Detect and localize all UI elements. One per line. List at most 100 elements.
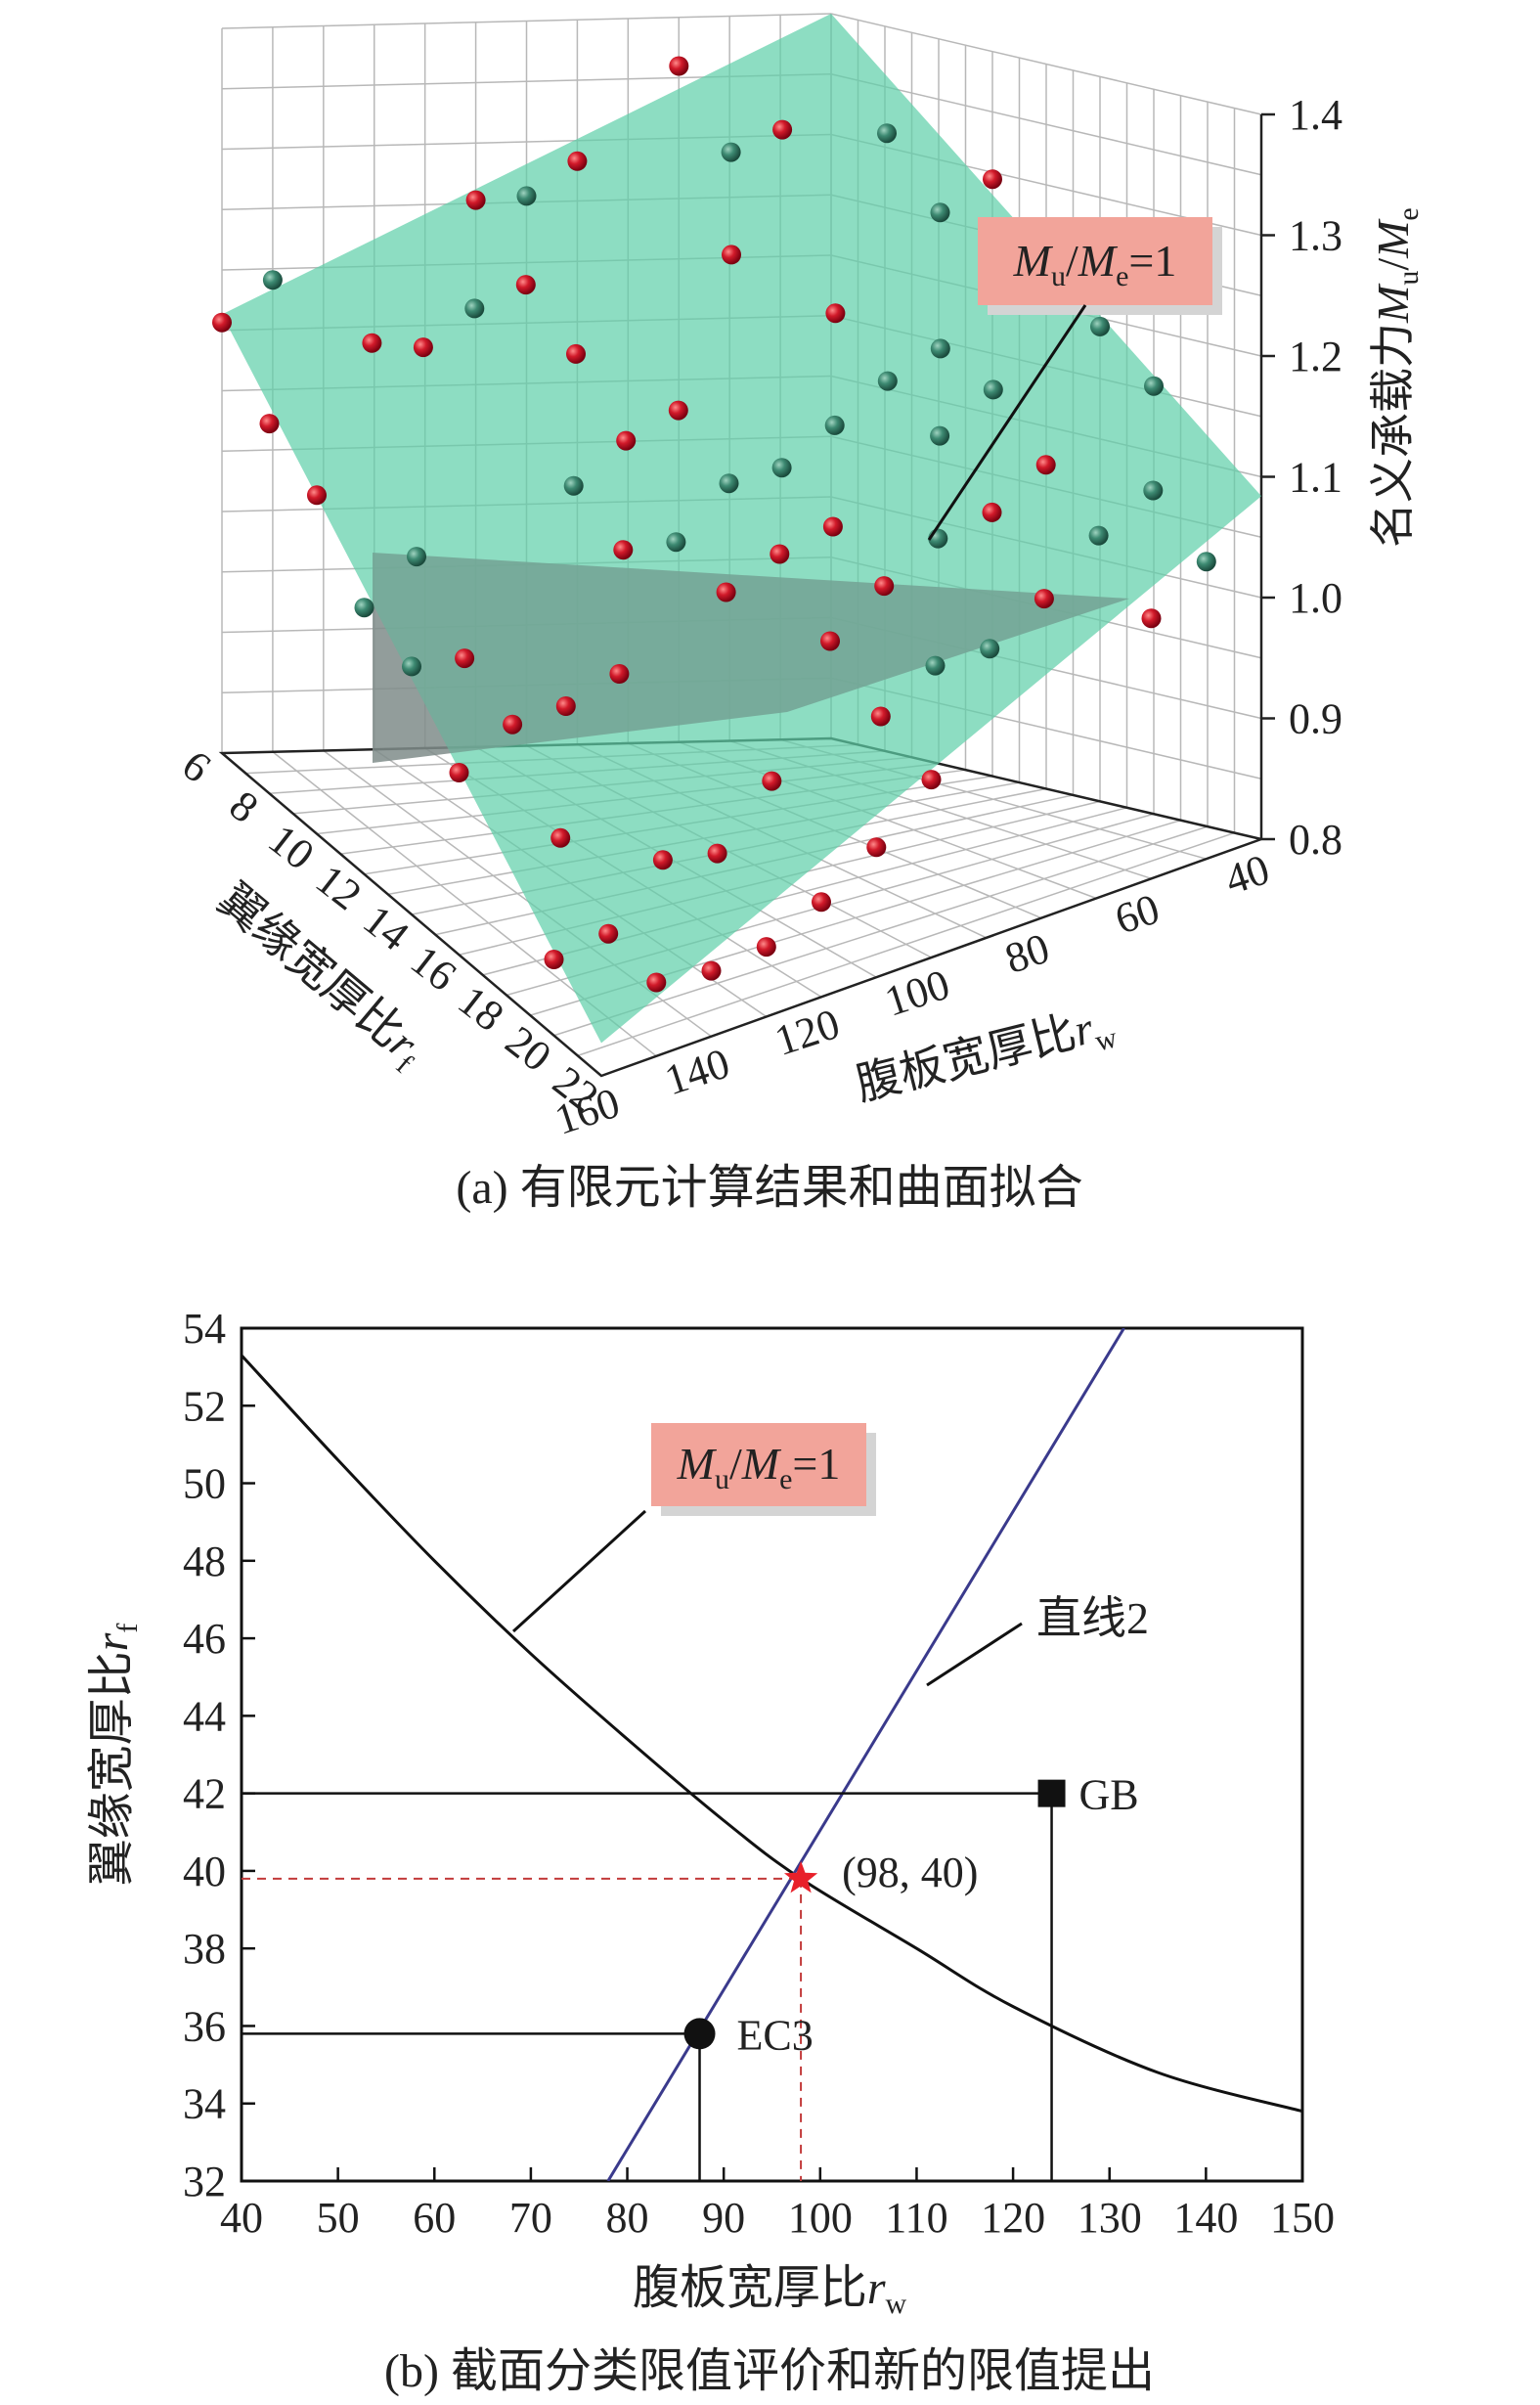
fe-point bbox=[455, 648, 475, 669]
x-tick-label: 150 bbox=[1270, 2194, 1335, 2242]
surface-label-box bbox=[978, 217, 1212, 305]
y-tick-label: 8 bbox=[221, 781, 268, 832]
fe-point bbox=[877, 123, 897, 144]
fe-point bbox=[1090, 316, 1110, 336]
chart-2d: 40 50 60 70 80 90 100 110 120 130 140 150 32 34 36 38 4… bbox=[86, 1305, 1335, 2397]
y-tick-label: 52 bbox=[183, 1382, 226, 1430]
fe-point bbox=[930, 202, 950, 223]
fe-point bbox=[362, 333, 382, 353]
fe-point bbox=[812, 892, 831, 913]
fe-point bbox=[449, 763, 469, 782]
fe-point bbox=[930, 338, 950, 359]
fe-point bbox=[701, 960, 722, 981]
y-tick-label: 44 bbox=[183, 1692, 226, 1740]
fe-point bbox=[762, 771, 782, 791]
z-tick-label: 1.2 bbox=[1289, 333, 1342, 380]
fe-point bbox=[982, 502, 1002, 522]
fe-point bbox=[666, 532, 686, 553]
point-guide-lines bbox=[242, 1792, 1053, 2181]
fe-point bbox=[771, 458, 792, 478]
fe-point bbox=[770, 544, 790, 564]
fe-point bbox=[212, 312, 232, 333]
fe-point bbox=[555, 696, 576, 716]
y-tick-label: 14 bbox=[355, 896, 418, 960]
fe-point bbox=[354, 598, 374, 618]
caption-a: (a) 有限元计算结果和曲面拟合 bbox=[456, 1162, 1082, 1214]
intersection-label: (98, 40) bbox=[842, 1848, 978, 1896]
fe-point bbox=[613, 540, 634, 560]
curve-label-leader bbox=[511, 1509, 647, 1633]
fe-point bbox=[983, 169, 1002, 190]
fe-point bbox=[822, 516, 843, 537]
fe-point bbox=[825, 303, 846, 324]
curve-label-text: Mu/Me=1 bbox=[677, 1439, 841, 1495]
y-tick-label: 50 bbox=[183, 1460, 226, 1508]
fe-point bbox=[413, 337, 433, 358]
fe-point bbox=[402, 656, 421, 677]
x-tick-label: 40 bbox=[220, 2194, 263, 2242]
curve-label: Mu/Me=1 bbox=[511, 1423, 876, 1633]
x-tick-label: 130 bbox=[1078, 2194, 1142, 2242]
y-axis-title-b: 翼缘宽厚比rf bbox=[86, 1624, 144, 1887]
fe-point bbox=[1034, 589, 1054, 609]
fe-point bbox=[866, 837, 887, 858]
fe-point bbox=[1141, 608, 1162, 629]
fe-point bbox=[719, 473, 739, 494]
z-axis-ticks: 0.8 0.9 1.0 1.1 1.2 1.3 1.4 bbox=[1261, 91, 1342, 864]
fe-point bbox=[983, 379, 1003, 400]
x-tick-label: 80 bbox=[606, 2194, 649, 2242]
fe-point bbox=[598, 923, 619, 944]
y-tick-label: 46 bbox=[183, 1615, 226, 1663]
z-tick-label: 0.9 bbox=[1289, 695, 1342, 743]
fe-point bbox=[925, 655, 946, 676]
y-tick-label: 10 bbox=[260, 815, 324, 879]
marked-points: GB EC3 (98, 40) bbox=[683, 1771, 1139, 2059]
fe-point bbox=[464, 298, 485, 319]
fe-point bbox=[550, 827, 571, 848]
x-tick-label: 40 bbox=[1219, 845, 1275, 904]
caption-b: (b) 截面分类限值评价和新的限值提出 bbox=[384, 2345, 1155, 2397]
fe-point bbox=[407, 547, 426, 567]
y-tick-label: 34 bbox=[183, 2080, 226, 2128]
fe-point bbox=[1143, 480, 1164, 501]
fe-point bbox=[307, 485, 327, 506]
line2-label-text: 直线2 bbox=[1036, 1593, 1149, 1643]
line2-label: 直线2 bbox=[926, 1593, 1149, 1687]
fe-point bbox=[877, 371, 898, 391]
y-tick-label: 36 bbox=[183, 2002, 226, 2050]
surface-label-leader bbox=[927, 304, 1087, 541]
fe-point bbox=[707, 843, 727, 864]
line2-label-leader bbox=[926, 1622, 1023, 1687]
surface-label: Mu/Me=1 bbox=[927, 217, 1222, 541]
fe-point bbox=[980, 639, 1000, 659]
x-tick-label: 60 bbox=[413, 2194, 456, 2242]
y-tick-label: 48 bbox=[183, 1537, 226, 1585]
fe-point bbox=[722, 245, 741, 265]
fe-point bbox=[609, 664, 630, 684]
surface-patch-overlay bbox=[222, 14, 1261, 1044]
fe-point bbox=[503, 714, 523, 735]
x-axis-title-b: 腹板宽厚比rw bbox=[633, 2262, 907, 2320]
y-tick-label: 16 bbox=[402, 936, 465, 1001]
fe-point bbox=[721, 142, 741, 162]
fe-point bbox=[259, 414, 280, 434]
y-tick-label: 20 bbox=[497, 1016, 560, 1081]
y-tick-label: 42 bbox=[183, 1770, 226, 1818]
fe-point bbox=[930, 425, 950, 446]
plot-frame bbox=[240, 1326, 1304, 2183]
fe-point bbox=[669, 56, 689, 76]
y-axis-ticks: 32 34 36 38 40 42 44 46 48 50 52 54 bbox=[183, 1305, 255, 2205]
y-tick-label: 6 bbox=[173, 740, 220, 791]
y-tick-label: 12 bbox=[307, 855, 371, 919]
x-tick-label: 60 bbox=[1110, 884, 1166, 943]
fe-point bbox=[824, 415, 845, 435]
z-tick-label: 1.3 bbox=[1289, 212, 1342, 260]
fe-point bbox=[1196, 552, 1216, 572]
x-tick-label: 120 bbox=[981, 2194, 1045, 2242]
x-tick-label: 110 bbox=[885, 2194, 947, 2242]
z-tick-label: 1.4 bbox=[1289, 91, 1342, 139]
ec3-label: EC3 bbox=[737, 2011, 814, 2059]
y-tick-label: 18 bbox=[450, 976, 513, 1041]
x-tick-label: 50 bbox=[317, 2194, 360, 2242]
